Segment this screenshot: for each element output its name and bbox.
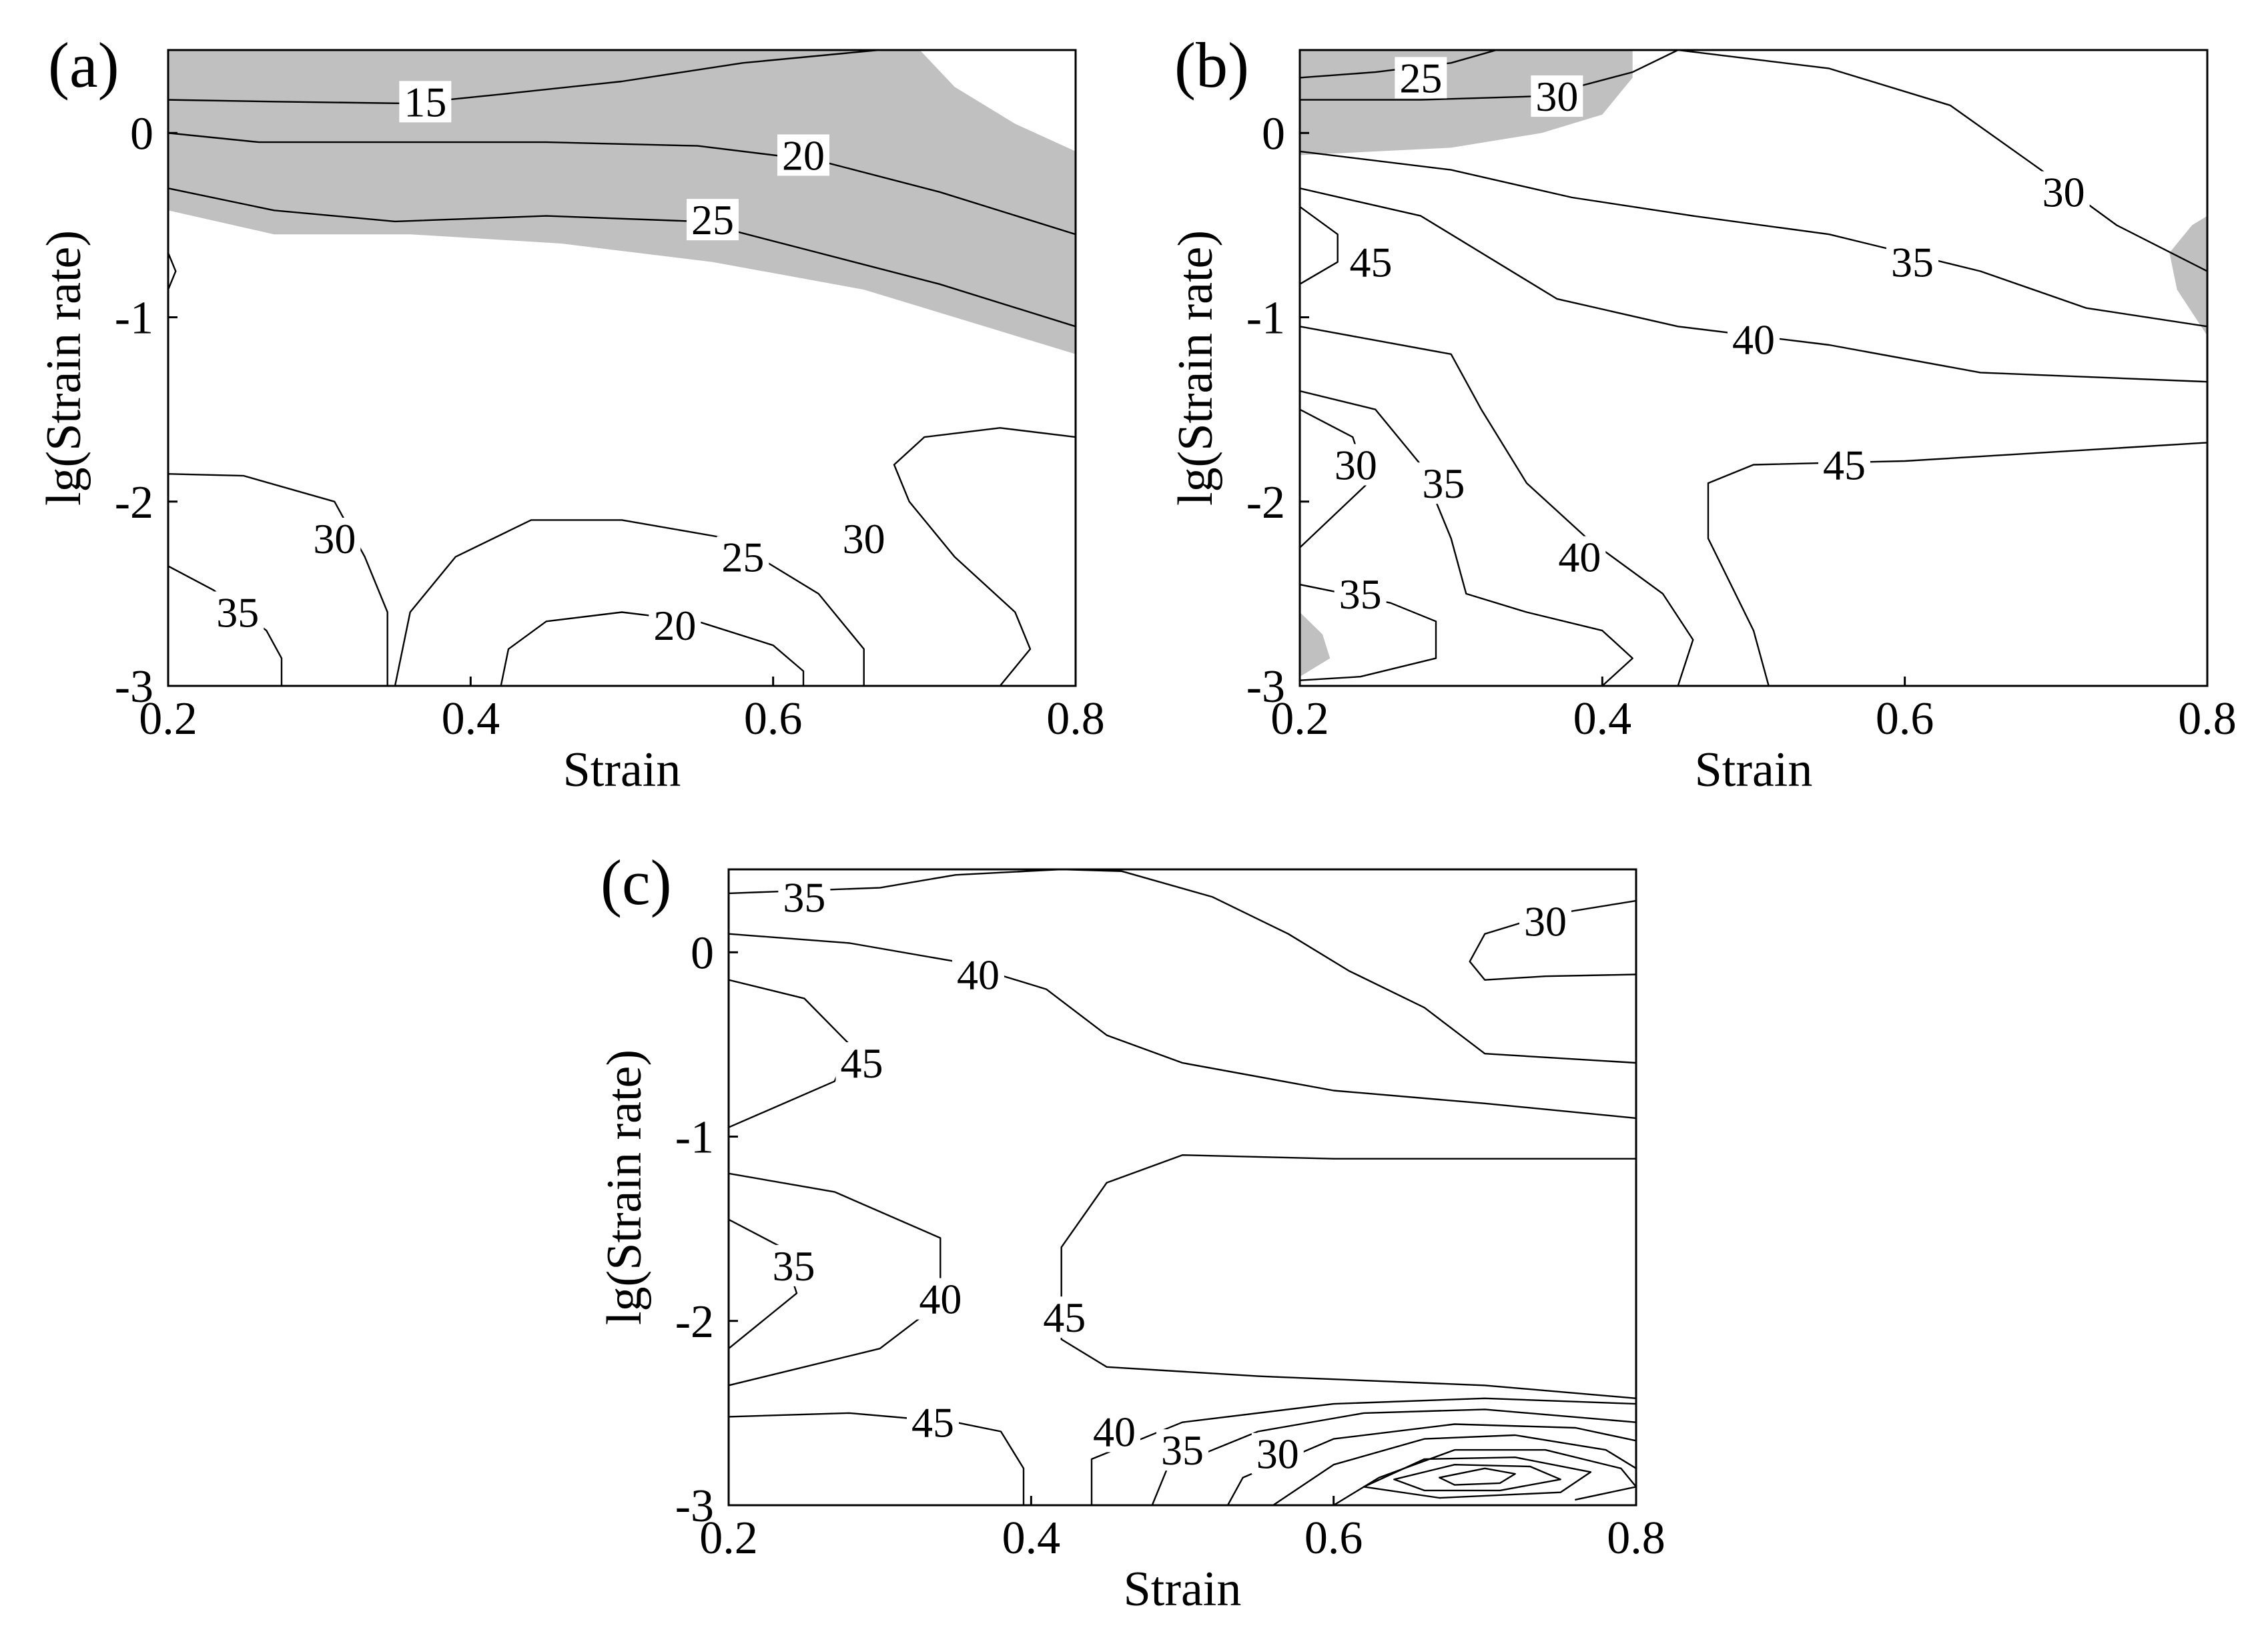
contour-line xyxy=(1300,207,1338,284)
contour-label: 45 xyxy=(1350,239,1393,286)
panel-b: 25 30 30 35 45 40 45 40 35 30 35 0.2 0.4 0.6 0.8 -3 -2 -1… xyxy=(1168,29,2237,797)
contour-label: 40 xyxy=(1093,1408,1136,1456)
contour-line xyxy=(1394,1465,1560,1491)
y-tick-label: -2 xyxy=(675,1296,714,1348)
contour-label: 35 xyxy=(783,873,825,921)
contour-line xyxy=(395,520,864,686)
contour-label: 30 xyxy=(1524,897,1567,945)
panel-label: (c) xyxy=(601,847,672,918)
x-axis-title: Strain xyxy=(1695,743,1813,797)
contour-label: 40 xyxy=(1732,316,1775,364)
y-tick-label: -3 xyxy=(1246,661,1285,713)
contour-label: 25 xyxy=(721,534,764,581)
contour-label: 45 xyxy=(840,1040,883,1087)
y-tick-label: -3 xyxy=(675,1481,714,1532)
y-tick-label: 0 xyxy=(130,108,153,159)
contour-line xyxy=(894,428,1076,686)
contour-label: 15 xyxy=(404,78,446,125)
x-tick-label: 0.6 xyxy=(744,693,803,745)
y-axis-title: lg(Strain rate) xyxy=(1168,230,1223,506)
shaded-region xyxy=(2169,216,2207,336)
plot-area: 35 40 30 45 35 40 45 45 40 35 30 xyxy=(729,869,1636,1505)
panel-label: (b) xyxy=(1174,29,1249,101)
contour-line xyxy=(729,1174,940,1386)
contour-label: 30 xyxy=(1256,1430,1299,1478)
y-tick-label: -2 xyxy=(1246,477,1285,528)
x-tick-label: 0.4 xyxy=(1002,1513,1061,1564)
y-tick-label: -1 xyxy=(1246,293,1285,344)
contour-label: 40 xyxy=(919,1276,962,1323)
contour-label: 20 xyxy=(782,131,825,179)
contour-label: 45 xyxy=(911,1399,954,1447)
x-tick-label: 0.6 xyxy=(1876,693,1934,745)
x-tick-label: 0.8 xyxy=(2178,693,2237,745)
contour-label: 20 xyxy=(653,602,696,649)
contour-label: 30 xyxy=(843,515,885,562)
contour-line xyxy=(1708,442,2207,686)
panel-c: 35 40 30 45 35 40 45 45 40 35 30 0.2 0.4 0.6 0.8 -3 -2 -1… xyxy=(597,847,1665,1617)
contour-label: 25 xyxy=(1399,54,1442,101)
y-tick-label: 0 xyxy=(1262,108,1285,159)
x-tick-label: 0.4 xyxy=(442,693,500,745)
x-axis-title: Strain xyxy=(563,743,681,797)
contour-label: 30 xyxy=(1335,442,1377,489)
shaded-region xyxy=(1300,612,1330,677)
contour-label: 35 xyxy=(1161,1426,1204,1474)
contour-line xyxy=(729,934,1636,1118)
contour-label: 45 xyxy=(1823,442,1866,489)
plot-frame xyxy=(729,869,1636,1505)
x-axis-title: Strain xyxy=(1124,1562,1242,1617)
contour-label: 30 xyxy=(313,515,356,562)
contour-label: 25 xyxy=(691,196,734,244)
contour-line xyxy=(1678,50,2207,272)
contour-label: 40 xyxy=(1558,534,1601,581)
y-tick-label: -1 xyxy=(675,1112,714,1164)
contour-line xyxy=(729,869,1636,1063)
contour-label: 30 xyxy=(1535,73,1578,120)
x-tick-label: 0.8 xyxy=(1046,693,1105,745)
y-tick-label: -1 xyxy=(115,293,153,344)
contour-label: 35 xyxy=(1891,239,1934,286)
contour-line xyxy=(1439,1469,1515,1485)
contour-label: 35 xyxy=(1422,460,1465,507)
y-tick-label: -3 xyxy=(115,661,153,713)
contour-line xyxy=(729,980,849,1128)
contour-label: 35 xyxy=(772,1242,815,1290)
contour-line xyxy=(168,253,175,290)
shaded-region xyxy=(168,50,1076,354)
plot-area: 15 20 25 20 25 30 30 35 xyxy=(168,50,1076,686)
contour-label: 40 xyxy=(957,951,1000,998)
contour-label: 45 xyxy=(1043,1294,1086,1341)
x-tick-label: 0.4 xyxy=(1573,693,1632,745)
contour-line xyxy=(1062,1155,1636,1398)
y-tick-label: 0 xyxy=(691,927,714,979)
x-tick-label: 0.6 xyxy=(1304,1513,1363,1564)
x-tick-label: 0.8 xyxy=(1607,1513,1665,1564)
panel-label: (a) xyxy=(48,29,119,101)
contour-line xyxy=(1300,326,1693,686)
contour-label: 35 xyxy=(1339,570,1382,618)
y-tick-label: -2 xyxy=(115,477,153,528)
contour-label: 35 xyxy=(216,589,259,637)
y-axis-title: lg(Strain rate) xyxy=(37,230,91,506)
contour-line xyxy=(729,1413,1024,1505)
contour-line xyxy=(168,474,388,686)
y-axis-title: lg(Strain rate) xyxy=(597,1050,652,1325)
plot-area: 25 30 30 35 45 40 45 40 35 30 35 xyxy=(1300,50,2207,686)
contour-label: 30 xyxy=(2042,169,2085,216)
panel-a: 15 20 25 20 25 30 30 35 0.2 0.4 0.6 0.8 -3 -2 -1 0 Strai… xyxy=(37,29,1105,797)
